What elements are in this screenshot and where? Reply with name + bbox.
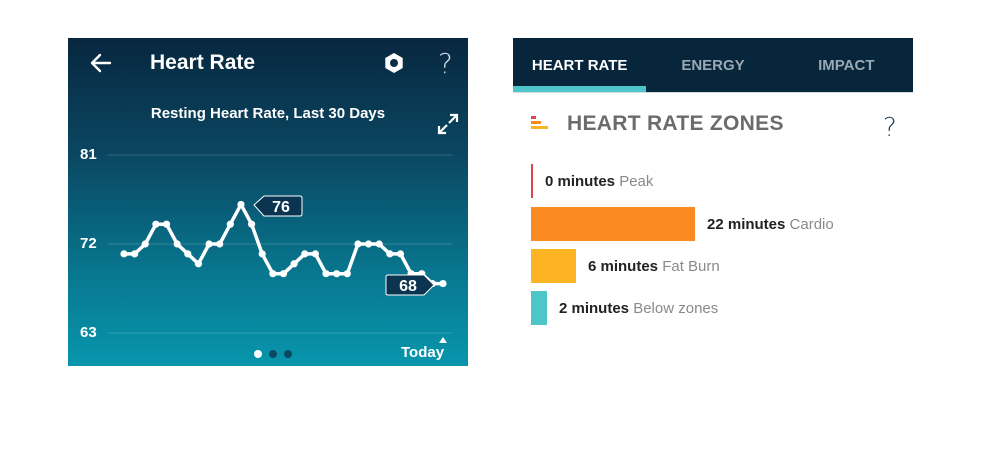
zone-row-fat-burn: 6 minutes Fat Burn: [531, 249, 720, 283]
tab-energy[interactable]: ENERGY: [681, 57, 745, 74]
page-indicator: [254, 350, 292, 358]
data-point[interactable]: [364, 240, 373, 248]
data-point[interactable]: [311, 250, 319, 258]
x-axis-today-label: Today: [401, 344, 445, 361]
data-point[interactable]: [152, 220, 160, 228]
data-point[interactable]: [173, 240, 181, 248]
data-point[interactable]: [396, 250, 405, 258]
zone-minutes: 2 minutes: [559, 299, 630, 317]
data-point[interactable]: [141, 240, 149, 248]
zone-bar: [531, 291, 547, 325]
tab-impact[interactable]: IMPACT: [818, 57, 875, 74]
zone-bar: [531, 207, 695, 241]
gear-icon[interactable]: [382, 51, 406, 75]
data-point[interactable]: [386, 250, 394, 258]
data-point[interactable]: [248, 220, 256, 228]
page-dot-1[interactable]: [254, 350, 262, 358]
chart-subtitle: Resting Heart Rate, Last 30 Days: [150, 105, 386, 122]
zone-name: Fat Burn: [662, 257, 720, 275]
data-point[interactable]: [279, 270, 288, 278]
latest-value-callout: 68: [385, 274, 435, 296]
zone-bar: [531, 249, 576, 283]
zone-name: Cardio: [789, 215, 834, 233]
data-point[interactable]: [226, 220, 234, 228]
heart-rate-panel: Heart Rate ? Resting Heart Rate, Last 30…: [68, 38, 468, 366]
help-button[interactable]: ?: [438, 47, 453, 80]
zone-row-below-zones: 2 minutes Below zones: [531, 291, 718, 325]
data-point[interactable]: [131, 250, 139, 258]
svg-text:76: 76: [272, 199, 290, 216]
data-point[interactable]: [290, 260, 298, 268]
data-point[interactable]: [354, 240, 362, 248]
tab-divider: [513, 92, 913, 93]
data-point[interactable]: [216, 240, 224, 248]
tab-bar: HEART RATE ENERGY IMPACT: [513, 38, 913, 92]
data-point[interactable]: [301, 250, 309, 258]
expand-arrows-icon[interactable]: [436, 112, 460, 136]
data-point[interactable]: [258, 250, 266, 258]
zone-minutes: 22 minutes: [707, 215, 786, 233]
heart-rate-zones-panel: HEART RATE ENERGY IMPACT HEART RATE ZONE…: [513, 38, 913, 338]
data-point[interactable]: [333, 270, 341, 278]
data-point[interactable]: [194, 260, 203, 268]
data-point[interactable]: [439, 279, 447, 288]
arrow-left-icon[interactable]: [88, 50, 114, 76]
zone-row-cardio: 22 minutes Cardio: [531, 207, 834, 241]
y-axis-label: 81: [80, 146, 97, 163]
today-marker-icon: [439, 337, 447, 343]
zone-minutes: 6 minutes: [588, 257, 659, 275]
data-point[interactable]: [343, 270, 351, 278]
page-dot-2[interactable]: [269, 350, 277, 358]
resting-heart-rate-chart[interactable]: 76 68: [68, 38, 468, 366]
page-dot-3[interactable]: [284, 350, 292, 358]
data-point[interactable]: [205, 240, 213, 248]
svg-text:68: 68: [399, 278, 417, 295]
max-value-callout: 76: [253, 195, 303, 217]
data-point[interactable]: [120, 250, 128, 258]
y-axis-label: 72: [80, 235, 97, 252]
data-point[interactable]: [162, 220, 171, 228]
zone-bar: [531, 164, 533, 198]
y-axis-label: 63: [80, 324, 97, 341]
zones-bars-icon: [531, 116, 548, 129]
data-point[interactable]: [184, 250, 192, 258]
zone-name: Below zones: [633, 299, 719, 317]
data-point[interactable]: [375, 240, 383, 248]
data-point[interactable]: [237, 200, 245, 209]
data-point[interactable]: [322, 270, 330, 278]
data-point[interactable]: [269, 270, 277, 278]
zone-minutes: 0 minutes: [545, 172, 616, 190]
zones-help-button[interactable]: ?: [883, 113, 897, 143]
tab-heart-rate[interactable]: HEART RATE: [513, 38, 647, 92]
page-title: Heart Rate: [150, 51, 256, 74]
section-title: HEART RATE ZONES: [567, 112, 784, 135]
zone-name: Peak: [619, 172, 654, 190]
zone-row-peak: 0 minutes Peak: [531, 164, 653, 198]
